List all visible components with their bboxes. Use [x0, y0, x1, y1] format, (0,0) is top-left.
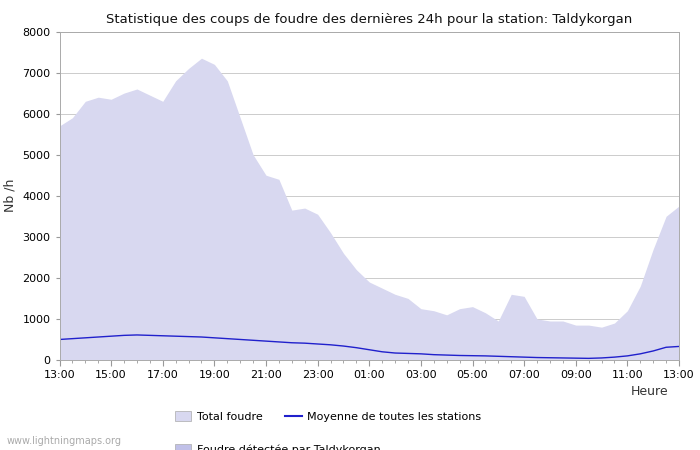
Y-axis label: Nb /h: Nb /h: [4, 179, 17, 212]
Legend: Foudre détectée par Taldykorgan: Foudre détectée par Taldykorgan: [170, 440, 385, 450]
Text: Heure: Heure: [631, 385, 668, 398]
Text: www.lightningmaps.org: www.lightningmaps.org: [7, 436, 122, 446]
Title: Statistique des coups de foudre des dernières 24h pour la station: Taldykorgan: Statistique des coups de foudre des dern…: [106, 13, 632, 26]
